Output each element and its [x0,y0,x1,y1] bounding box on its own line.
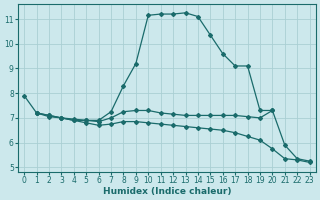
X-axis label: Humidex (Indice chaleur): Humidex (Indice chaleur) [103,187,231,196]
